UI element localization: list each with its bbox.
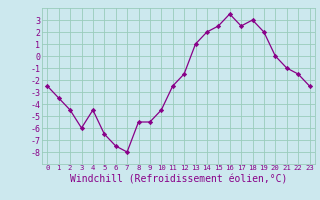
X-axis label: Windchill (Refroidissement éolien,°C): Windchill (Refroidissement éolien,°C) <box>70 174 287 184</box>
